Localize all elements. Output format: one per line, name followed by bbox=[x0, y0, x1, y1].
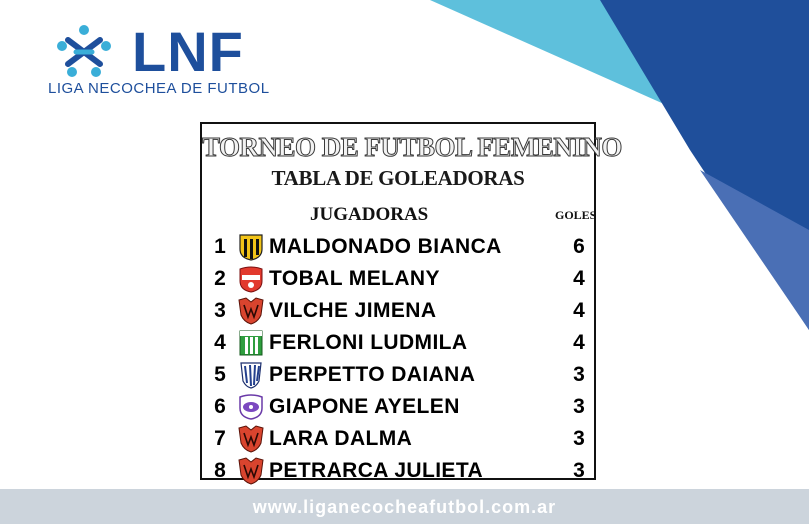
footer-bar: www.liganecocheafutbol.com.ar bbox=[0, 489, 809, 524]
scorer-name: VILCHE JIMENA bbox=[269, 299, 437, 322]
scorer-goals: 3 bbox=[573, 427, 585, 450]
scorer-goals: 4 bbox=[573, 331, 585, 354]
scorer-row: 3 VILCHE JIMENA 4 bbox=[202, 296, 594, 326]
logo-full-name: LIGA NECOCHEA DE FUTBOL bbox=[48, 80, 270, 97]
table-subtitle: TABLA DE GOLEADORAS bbox=[271, 166, 525, 190]
red-shield-crest-icon bbox=[238, 425, 264, 453]
logo-acronym: LNF bbox=[132, 20, 244, 83]
scorer-name: PERPETTO DAIANA bbox=[269, 363, 476, 386]
red-white-crest-icon bbox=[239, 266, 263, 293]
scorer-position: 3 bbox=[214, 299, 226, 322]
scorer-position: 8 bbox=[214, 459, 226, 482]
scorer-name: TOBAL MELANY bbox=[269, 267, 440, 290]
scorer-row: 8 PETRARCA JULIETA 3 bbox=[202, 456, 594, 486]
scorer-name: GIAPONE AYELEN bbox=[269, 395, 460, 418]
red-shield-crest-icon bbox=[238, 297, 264, 325]
red-shield-crest-icon bbox=[238, 457, 264, 485]
website-link[interactable]: www.liganecocheafutbol.com.ar bbox=[252, 497, 557, 517]
scorer-name: LARA DALMA bbox=[269, 427, 413, 450]
yellow-black-striped-crest-icon bbox=[239, 234, 263, 261]
scorer-goals: 6 bbox=[573, 235, 585, 258]
scorer-goals: 4 bbox=[573, 267, 585, 290]
scorer-position: 7 bbox=[214, 427, 226, 450]
tournament-title: TORNEO DE FUTBOL FEMENINO bbox=[202, 132, 623, 163]
players-column-header: JUGADORAS bbox=[310, 204, 429, 225]
scorer-position: 6 bbox=[214, 395, 226, 418]
scorer-row: 2 TOBAL MELANY 4 bbox=[202, 264, 594, 294]
scorer-row: 6 GIAPONE AYELEN 3 bbox=[202, 392, 594, 422]
scorer-row: 1 MALDONADO BIANCA 6 bbox=[202, 232, 594, 262]
scorer-row: 7 LARA DALMA 3 bbox=[202, 424, 594, 454]
stylized-figures-logo-icon bbox=[57, 25, 111, 77]
scorers-table: TORNEO DE FUTBOL FEMENINO TABLA DE GOLEA… bbox=[200, 122, 623, 485]
scorer-name: FERLONI LUDMILA bbox=[269, 331, 468, 354]
purple-white-crest-icon bbox=[239, 394, 263, 420]
scorer-name: MALDONADO BIANCA bbox=[269, 235, 502, 258]
scorer-goals: 4 bbox=[573, 299, 585, 322]
scorer-position: 2 bbox=[214, 267, 226, 290]
scorer-row: 5 PERPETTO DAIANA 3 bbox=[202, 360, 594, 390]
scorer-row: 4 FERLONI LUDMILA 4 bbox=[202, 328, 594, 358]
scorer-goals: 3 bbox=[573, 459, 585, 482]
scorer-position: 5 bbox=[214, 363, 226, 386]
scorer-name: PETRARCA JULIETA bbox=[269, 459, 484, 482]
scorer-position: 1 bbox=[214, 235, 226, 258]
scorer-goals: 3 bbox=[573, 363, 585, 386]
goals-column-header: GOLES bbox=[555, 208, 597, 222]
green-white-striped-crest-icon bbox=[239, 330, 263, 356]
blue-white-striped-crest-icon bbox=[240, 362, 262, 389]
scorer-position: 4 bbox=[214, 331, 226, 354]
scorer-goals: 3 bbox=[573, 395, 585, 418]
